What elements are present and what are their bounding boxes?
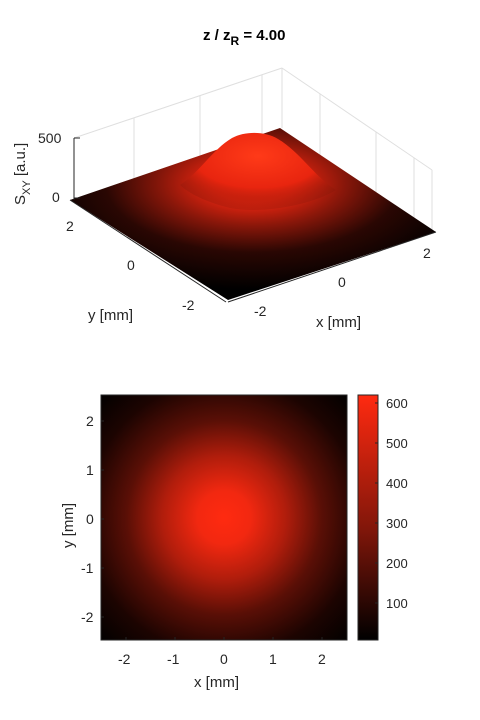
cb-tick-100: 100 [386, 596, 408, 611]
colorbar-frame [357, 394, 379, 641]
heatmap-y-ticks [101, 420, 104, 618]
surface-base [70, 128, 436, 300]
z-axis-label: SXY [a.u.] [12, 143, 33, 205]
cb-tick-200: 200 [386, 556, 408, 571]
z-label-sub: XY [21, 180, 33, 195]
heatmap-x-ticks [125, 637, 323, 640]
colorbar-tick-marks [375, 402, 378, 604]
title-tail: = 4.00 [239, 27, 285, 44]
x-tick-2: 2 [423, 245, 431, 261]
heatmap-y-label: y [mm] [60, 503, 77, 548]
heatmap-x-tick-0: 0 [220, 651, 228, 667]
y-tick-0: 0 [127, 257, 135, 273]
cb-tick-300: 300 [386, 516, 408, 531]
heatmap-y-tick-1: 1 [86, 462, 94, 478]
z-label-main: S [12, 195, 29, 205]
heatmap-x-tick-2: 2 [318, 651, 326, 667]
x-tick-0: 0 [338, 274, 346, 290]
cb-tick-600: 600 [386, 396, 408, 411]
surface-y-label: y [mm] [88, 307, 133, 324]
colorbar: 600 500 400 300 200 100 [357, 394, 408, 641]
y-tick-neg2: -2 [182, 297, 195, 313]
surface-x-label: x [mm] [316, 314, 361, 331]
x-tick-neg2: -2 [254, 303, 267, 319]
y-axis-line [69, 199, 227, 303]
heatmap-x-label: x [mm] [194, 674, 239, 691]
z-tick-500: 500 [38, 130, 62, 146]
heatmap-y-tick-neg2: -2 [81, 609, 94, 625]
heatmap-x-tick-neg1: -1 [167, 651, 180, 667]
grid-line [281, 67, 433, 171]
cb-tick-500: 500 [386, 436, 408, 451]
title-main: z / z [203, 27, 231, 44]
colorbar-gradient [358, 395, 378, 640]
heatmap-y-tick-neg1: -1 [81, 560, 94, 576]
surface-grid [73, 67, 433, 230]
heatmap-y-tick-2: 2 [86, 413, 94, 429]
heatmap-x-tick-1: 1 [269, 651, 277, 667]
cb-tick-400: 400 [386, 476, 408, 491]
grid-line [73, 67, 283, 139]
heatmap-image [101, 395, 347, 640]
z-label-unit: [a.u.] [12, 143, 29, 181]
x-axis-line [227, 231, 437, 303]
figure-title: z / zR = 4.00 [203, 27, 285, 48]
z-tick-0: 0 [52, 189, 60, 205]
heatmap-plot: 2 1 0 -1 -2 y [mm] -2 -1 0 1 2 x [mm] [60, 394, 408, 691]
title-sub: R [231, 34, 240, 48]
heatmap-y-tick-0: 0 [86, 511, 94, 527]
surface-peak [180, 132, 336, 210]
y-tick-2: 2 [66, 218, 74, 234]
heatmap-x-tick-neg2: -2 [118, 651, 131, 667]
surface-plot: 500 0 SXY [a.u.] 2 0 -2 y [mm] -2 0 2 x … [12, 67, 437, 331]
